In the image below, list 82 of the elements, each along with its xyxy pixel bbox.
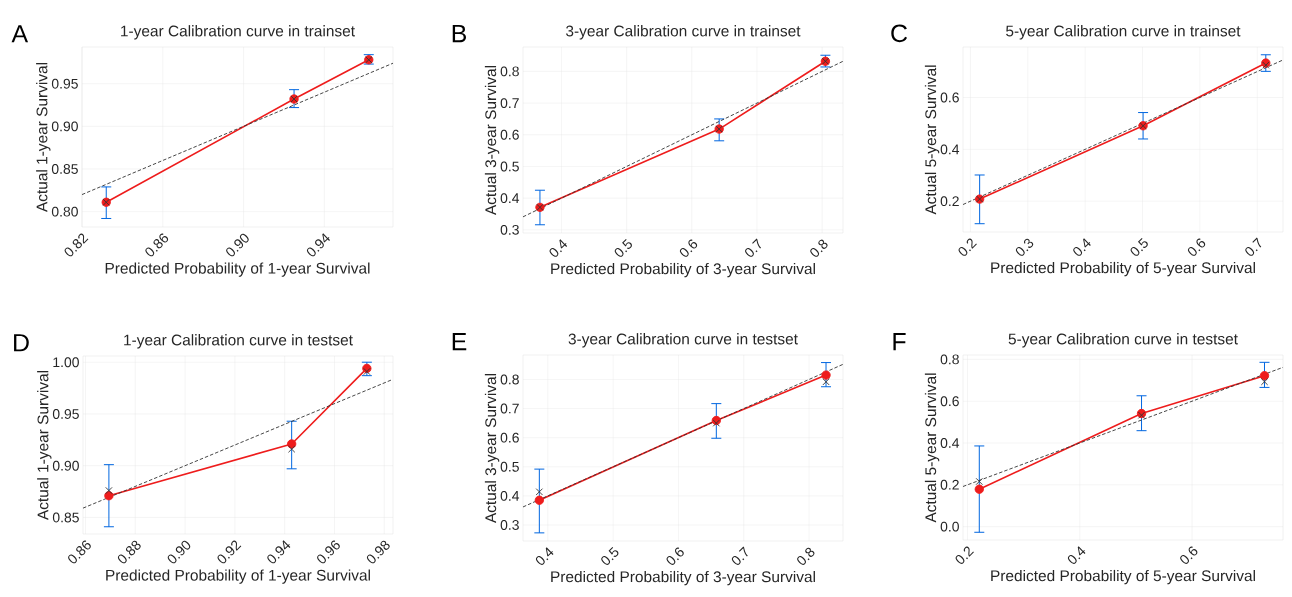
y-tick-label: 0.95 xyxy=(51,78,78,89)
y-tick-label: 0.2 xyxy=(940,196,959,207)
x-axis-title: Predicted Probability of 5-year Survival xyxy=(991,569,1255,585)
x-axis-title: Predicted Probability of 3-year Survival xyxy=(551,570,815,586)
y-tick-label: 1.00 xyxy=(53,357,79,368)
point xyxy=(534,495,544,505)
y-tick-label: 0.6 xyxy=(500,432,519,443)
y-axis-title: Actual 3-year Survival xyxy=(484,373,500,524)
y-tick-label: 0.6 xyxy=(940,396,959,407)
x-tick-label: 0.7 xyxy=(1245,237,1262,256)
y-tick-label: 0.95 xyxy=(52,409,79,419)
point xyxy=(535,488,543,496)
x-tick-label: 0.4 xyxy=(549,239,568,257)
x-axis-title: Predicted Probability of 1-year Survival xyxy=(105,262,370,277)
text: F xyxy=(893,333,906,351)
y-tick-label: 0.7 xyxy=(500,403,519,414)
x-axis-title: Predicted Probability of 3-year Survival xyxy=(551,262,815,278)
point xyxy=(712,419,720,427)
y-tick-label: 0.90 xyxy=(51,121,78,132)
x-tick-label: 0.5 xyxy=(601,546,619,565)
text: B xyxy=(452,25,466,43)
x-tick-label: 0.7 xyxy=(745,238,762,257)
y-axis-title: Actual 1-year Survival xyxy=(36,62,51,213)
y-axis-title: Actual 5-year Survival xyxy=(924,373,940,523)
x-tick-label: 0.4 xyxy=(1067,546,1086,564)
chart-title: 3-year Calibration curve in testset xyxy=(568,333,798,348)
x-tick-label: 0.6 xyxy=(1180,546,1198,564)
y-axis-title: Actual 5-year Survival xyxy=(924,65,940,215)
y-tick-label: 0.5 xyxy=(500,461,519,472)
y-tick-label: 0.2 xyxy=(940,479,959,490)
chart-title: 5-year Calibration curve in trainset xyxy=(1006,25,1241,40)
y-tick-label: 0.6 xyxy=(500,129,519,140)
y-tick-label: 0.8 xyxy=(500,66,519,77)
y-tick-label: 0.85 xyxy=(51,164,78,174)
y-tick-label: 0.85 xyxy=(52,512,79,523)
x-tick-label: 0.2 xyxy=(955,546,974,564)
y-tick-label: 0.4 xyxy=(500,490,520,501)
point xyxy=(363,367,371,376)
chart-title: 1-year Calibration curve in trainset xyxy=(121,25,355,40)
y-tick-label: 0.8 xyxy=(940,354,959,365)
x-axis-title: Predicted Probability of 5-year Survival xyxy=(991,261,1255,277)
y-tick-label: 0.4 xyxy=(940,144,960,155)
x-tick-label: 0.5 xyxy=(614,238,632,257)
point xyxy=(975,477,983,486)
y-tick-label: 0.6 xyxy=(940,92,959,103)
x-tick-label: 0.7 xyxy=(731,546,748,565)
x-tick-label: 0.4 xyxy=(1073,238,1091,256)
y-axis-title: Actual 3-year Survival xyxy=(484,65,500,216)
x-tick-label: 0.6 xyxy=(679,239,698,257)
y-tick-label: 0.4 xyxy=(940,438,960,448)
x-tick-label: 0.3 xyxy=(1015,238,1034,256)
x-tick-label: 0.6 xyxy=(666,547,684,565)
text: D xyxy=(14,334,29,352)
text: A xyxy=(11,25,29,43)
y-tick-label: 0.7 xyxy=(500,98,519,109)
text: E xyxy=(452,333,467,351)
y-tick-label: 0.0 xyxy=(940,521,959,532)
y-tick-label: 0.90 xyxy=(52,460,79,471)
x-tick-label: 0.4 xyxy=(535,547,554,565)
y-tick-label: 0.3 xyxy=(500,520,519,530)
y-axis-title: Actual 1-year Survival xyxy=(37,370,52,521)
y-tick-label: 0.4 xyxy=(500,193,520,204)
point xyxy=(287,439,297,449)
x-tick-label: 0.8 xyxy=(810,239,828,257)
point xyxy=(288,445,296,453)
x-tick-label: 0.6 xyxy=(1187,238,1206,256)
y-tick-label: 0.3 xyxy=(500,224,519,235)
chart-title: 3-year Calibration curve in trainset xyxy=(566,25,801,40)
x-tick-label: 0.5 xyxy=(1130,237,1148,256)
point xyxy=(821,370,831,380)
x-axis-title: Predicted Probability of 1-year Survival xyxy=(106,569,370,584)
y-tick-label: 0.8 xyxy=(500,374,519,385)
point xyxy=(974,484,984,494)
chart-title: 1-year Calibration curve in testset xyxy=(124,334,353,349)
text: C xyxy=(891,24,908,43)
point xyxy=(1259,371,1270,381)
x-tick-label: 0.8 xyxy=(797,547,815,565)
x-tick-label: 0.2 xyxy=(958,238,977,256)
y-tick-label: 0.80 xyxy=(51,206,78,217)
point xyxy=(105,486,113,495)
chart-title: 5-year Calibration curve in testset xyxy=(1008,333,1238,348)
y-tick-label: 0.5 xyxy=(500,161,519,172)
